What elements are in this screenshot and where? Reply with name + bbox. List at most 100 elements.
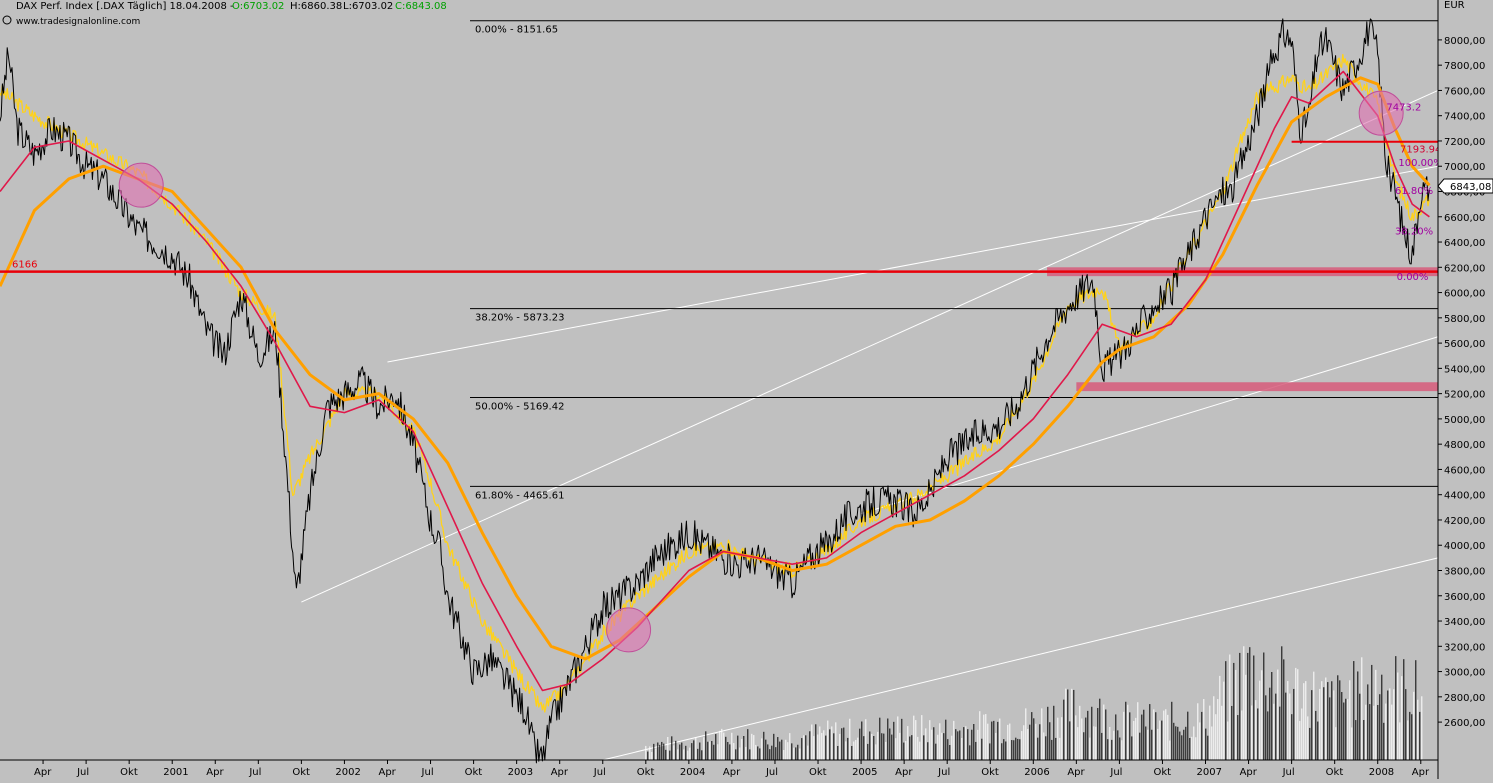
y-tick-label: 5200,00 [1444,390,1485,401]
price-series [0,18,1431,764]
x-tick-label: 2001 [163,767,188,778]
y-tick-label: 5800,00 [1444,314,1485,325]
fib-label-2: 50.00% - 5169.42 [475,401,564,412]
channel-lines [301,89,1439,761]
last-price-marker [1437,178,1493,194]
y-tick-label: 7800,00 [1444,61,1485,72]
chart-header: DAX Perf. Index [.DAX Täglich] 18.04.200… [2,1,447,27]
y-tick-label: 6000,00 [1444,289,1485,300]
x-tick-label: Jul [937,767,950,778]
series-price [0,18,1430,764]
y-tick-label: 2800,00 [1444,693,1485,704]
x-tick-label: Apr [1240,767,1258,778]
y-tick-label: 4000,00 [1444,541,1485,552]
fib-label-1: 38.20% - 5873.23 [475,313,564,324]
y-tick-label: 3800,00 [1444,567,1485,578]
header-open: O:6703.02 [232,1,284,12]
x-tick-label: 2003 [508,767,533,778]
channel-line-2 [860,336,1439,515]
y-tick-label: 6400,00 [1444,238,1485,249]
x-tick-label: 2004 [680,767,705,778]
x-tick-label: Okt [1153,767,1171,778]
x-tick-label: Okt [1326,767,1344,778]
x-tick-label: Jul [593,767,606,778]
fib-label-0: 0.00% - 8151.65 [475,25,558,36]
header-watermark: www.tradesignalonline.com [16,17,140,27]
support-line-group: 6166 7193.94 [0,140,1441,273]
y-tick-label: 4800,00 [1444,440,1485,451]
y-tick-label: 2600,00 [1444,718,1485,729]
y-tick-label: 4400,00 [1444,491,1485,502]
x-tick-label: Apr [723,767,741,778]
x-tick-label: Jul [765,767,778,778]
last-price-label: 6843,08 [1450,182,1491,193]
series-ma-slow [0,76,1431,661]
volume-bars [645,646,1423,760]
x-tick-label: Apr [206,767,224,778]
series-ma-mid [0,70,1430,692]
x-tick-label: 2007 [1197,767,1222,778]
x-tick-label: Jul [1282,767,1295,778]
y-tick-label: 3200,00 [1444,642,1485,653]
x-tick-label: Jul [421,767,434,778]
y-tick-label: 6600,00 [1444,213,1485,224]
y-axis-unit-label: EUR [1444,0,1465,11]
y-tick-label: 7200,00 [1444,137,1485,148]
y-axis-panel [1438,0,1493,779]
x-tick-label: Apr [378,767,396,778]
x-tick-label: 2002 [335,767,360,778]
y-tick-label: 3000,00 [1444,668,1485,679]
x-tick-label: Okt [292,767,310,778]
channel-line-3 [602,557,1439,761]
highlight-circle-0 [118,162,164,208]
y-tick-label: 7400,00 [1444,112,1485,123]
fib-label-3: 61.80% - 4465.61 [475,490,564,501]
retracement-label-4: 0.00% [1397,272,1429,283]
resistance-label: 7193.94 [1400,145,1441,156]
y-tick-label: 3600,00 [1444,592,1485,603]
y-tick-label: 7000,00 [1444,162,1485,173]
y-tick-label: 3400,00 [1444,617,1485,628]
retracement-label-0: 7473.2 [1386,103,1421,114]
y-tick-label: 5000,00 [1444,415,1485,426]
support-zone-1 [1076,382,1438,392]
x-tick-label: 2006 [1024,767,1049,778]
x-tick-label: Okt [120,767,138,778]
header-close: C:6843.08 [395,1,447,12]
x-tick-label: Apr [551,767,569,778]
highlight-circle-2 [1358,90,1404,136]
x-tick-label: Jul [76,767,89,778]
retracement-label-3: 38.20% [1395,226,1433,237]
y-tick-label: 4200,00 [1444,516,1485,527]
x-tick-label: Apr [34,767,52,778]
header-title: DAX Perf. Index [.DAX Täglich] 18.04.200… [16,1,234,12]
highlight-circles [118,90,1404,653]
header-low: L:6703.02 [343,1,393,12]
x-tick-label: Okt [809,767,827,778]
retracement-labels: 7473.2 100.00% 61.80% 38.20% 0.00% [1386,103,1443,283]
x-tick-label: Apr [1067,767,1085,778]
x-tick-label: 2008 [1369,767,1394,778]
y-tick-label: 8000,00 [1444,36,1485,47]
retracement-label-2: 61.80% [1395,186,1433,197]
retracement-label-1: 100.00% [1398,158,1443,169]
x-tick-label: Apr [1412,767,1430,778]
y-tick-label: 7600,00 [1444,86,1485,97]
x-tick-label: Jul [1109,767,1122,778]
support-line-label: 6166 [12,260,37,271]
x-tick-label: Jul [248,767,261,778]
copyright-icon [2,15,12,25]
y-tick-label: 5400,00 [1444,364,1485,375]
x-tick-label: Okt [981,767,999,778]
x-tick-label: 2005 [852,767,877,778]
y-tick-label: 4600,00 [1444,465,1485,476]
header-high: H:6860.38 [290,1,342,12]
x-tick-label: Okt [465,767,483,778]
channel-line-1 [387,165,1439,363]
highlight-circle-1 [606,607,652,653]
x-tick-label: Apr [895,767,913,778]
channel-line-0 [301,89,1439,603]
